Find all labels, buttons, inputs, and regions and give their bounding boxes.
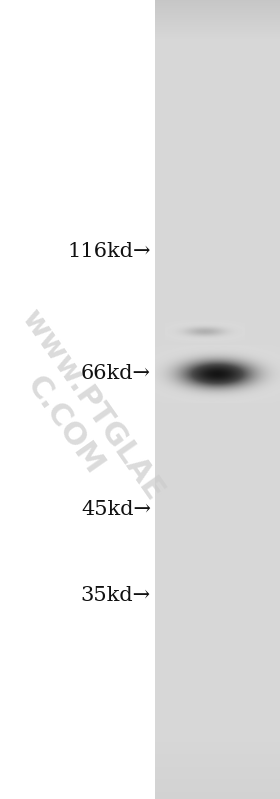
Text: 35kd→: 35kd→ (81, 586, 151, 605)
Text: 66kd→: 66kd→ (81, 364, 151, 384)
Text: www.PTGLAE
C.COM: www.PTGLAE C.COM (0, 305, 169, 526)
Text: 45kd→: 45kd→ (81, 500, 151, 519)
Text: 116kd→: 116kd→ (67, 242, 151, 261)
